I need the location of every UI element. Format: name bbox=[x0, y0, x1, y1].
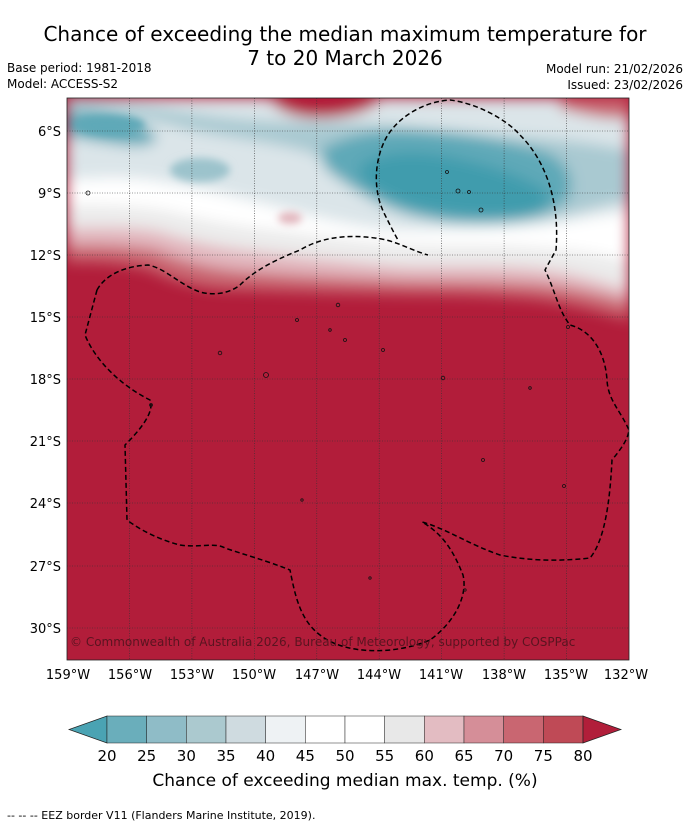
island-17 bbox=[300, 498, 304, 502]
lon-label-156: 156°W bbox=[108, 668, 152, 683]
island-4 bbox=[478, 207, 484, 213]
map-frame bbox=[66, 97, 630, 661]
lon-label-135: 135°W bbox=[544, 668, 588, 683]
model-run: Model run: 21/02/2026 bbox=[545, 62, 683, 76]
colorbar-label: 80 bbox=[573, 747, 592, 765]
island-13 bbox=[440, 375, 446, 381]
island-15 bbox=[481, 458, 485, 462]
lat-label-24: 24°S bbox=[30, 497, 61, 512]
island-1 bbox=[85, 190, 91, 196]
island-10 bbox=[217, 350, 223, 356]
probability-field bbox=[67, 98, 629, 320]
colorbar-segment bbox=[265, 715, 306, 744]
island-18 bbox=[368, 576, 372, 580]
red-top-patch-east bbox=[560, 98, 629, 119]
island-20 bbox=[566, 325, 570, 329]
colorbar-label: 35 bbox=[216, 747, 235, 765]
lat-label-30: 30°S bbox=[30, 622, 61, 637]
lat-label-6: 6°S bbox=[38, 125, 61, 140]
latitude-labels: 6°S 9°S 12°S 15°S 18°S 21°S 24°S 27°S 30… bbox=[30, 125, 61, 637]
meta-right: Model run: 21/02/2026 Issued: 23/02/2026 bbox=[546, 61, 683, 93]
lon-label-159: 159°W bbox=[46, 668, 90, 683]
map-title: Chance of exceeding the median maximum t… bbox=[0, 22, 690, 70]
island-21 bbox=[528, 386, 532, 390]
island-6 bbox=[335, 302, 341, 308]
lon-label-147: 147°W bbox=[295, 668, 339, 683]
island-3 bbox=[467, 190, 471, 194]
island-16 bbox=[562, 484, 566, 488]
island-8 bbox=[328, 328, 332, 332]
copyright-notice: © Commonwealth of Australia 2026, Bureau… bbox=[70, 635, 575, 649]
island-11 bbox=[381, 348, 385, 352]
gridlines bbox=[67, 98, 629, 660]
lon-label-141: 141°W bbox=[419, 668, 463, 683]
eez-border-south bbox=[84, 99, 629, 652]
colorbar-arrow-low bbox=[67, 715, 108, 744]
colorbar-label: 60 bbox=[415, 747, 434, 765]
island-7 bbox=[295, 318, 299, 322]
eez-border-cook-islands bbox=[96, 235, 429, 295]
colorbar-segment bbox=[305, 715, 346, 744]
colorbar-arrow-high bbox=[582, 715, 623, 744]
colorbar-label: 30 bbox=[177, 747, 196, 765]
island-19 bbox=[463, 588, 467, 592]
lon-label-132: 132°W bbox=[604, 668, 648, 683]
footnote: -- -- -- EEZ border V11 (Flanders Marine… bbox=[7, 809, 316, 822]
lon-label-144: 144°W bbox=[357, 668, 401, 683]
lon-label-138: 138°W bbox=[482, 668, 526, 683]
longitude-labels: 159°W 156°W 153°W 150°W 147°W 144°W 141°… bbox=[46, 668, 648, 683]
title-line-1: Chance of exceeding the median maximum t… bbox=[43, 22, 647, 46]
colorbar-segment bbox=[503, 715, 544, 744]
band-20-core bbox=[360, 152, 549, 217]
lat-label-15: 15°S bbox=[30, 311, 61, 326]
colorbar-label: 50 bbox=[335, 747, 354, 765]
colorbar-segment bbox=[186, 715, 227, 744]
lat-label-9: 9°S bbox=[38, 187, 61, 202]
base-period: Base period: 1981-2018 bbox=[7, 61, 152, 75]
lat-label-12: 12°S bbox=[30, 249, 61, 264]
colorbar-label: 20 bbox=[97, 747, 116, 765]
meta-left: Base period: 1981-2018 Model: ACCESS-S2 bbox=[7, 60, 152, 92]
lon-label-150: 150°W bbox=[232, 668, 276, 683]
colorbar-label: 75 bbox=[534, 747, 553, 765]
teal-blob-2 bbox=[75, 115, 145, 135]
colorbar-segment bbox=[146, 715, 187, 744]
island-14 bbox=[149, 403, 153, 407]
island-5 bbox=[445, 170, 449, 174]
lat-label-27: 27°S bbox=[30, 560, 61, 575]
colorbar-segment bbox=[543, 715, 584, 744]
teal-details bbox=[75, 115, 302, 224]
title-line-2: 7 to 20 March 2026 bbox=[247, 46, 443, 70]
colorbar-label: 65 bbox=[454, 747, 473, 765]
colorbar-segment bbox=[384, 715, 425, 744]
colorbar-segment bbox=[225, 715, 266, 744]
issued-date: Issued: 23/02/2026 bbox=[567, 78, 683, 92]
colorbar-segment bbox=[344, 715, 385, 744]
colorbar-segment bbox=[424, 715, 465, 744]
island-2 bbox=[455, 188, 461, 194]
map-area: © Commonwealth of Australia 2026, Bureau… bbox=[67, 98, 629, 660]
eez-borders bbox=[84, 99, 629, 652]
colorbar-label: 25 bbox=[137, 747, 156, 765]
teal-blob-1 bbox=[170, 158, 230, 182]
colorbar-label: 40 bbox=[256, 747, 275, 765]
red-top-patch bbox=[270, 98, 380, 118]
model-name: Model: ACCESS-S2 bbox=[7, 77, 119, 91]
lat-label-21: 21°S bbox=[30, 435, 61, 450]
colorbar-label: 55 bbox=[375, 747, 394, 765]
colorbar-segment bbox=[463, 715, 504, 744]
colorbar-title: Chance of exceeding median max. temp. (%… bbox=[152, 771, 538, 791]
island-12 bbox=[263, 372, 269, 378]
colorbar: 20 25 30 35 40 45 50 55 60 65 70 75 80 bbox=[67, 715, 623, 765]
island-9 bbox=[343, 338, 347, 342]
lon-label-153: 153°W bbox=[170, 668, 214, 683]
pink-blob-1 bbox=[278, 212, 302, 224]
colorbar-label: 45 bbox=[296, 747, 315, 765]
colorbar-label: 70 bbox=[494, 747, 513, 765]
lat-label-18: 18°S bbox=[30, 373, 61, 388]
islands bbox=[85, 170, 570, 592]
colorbar-segment bbox=[106, 715, 147, 744]
